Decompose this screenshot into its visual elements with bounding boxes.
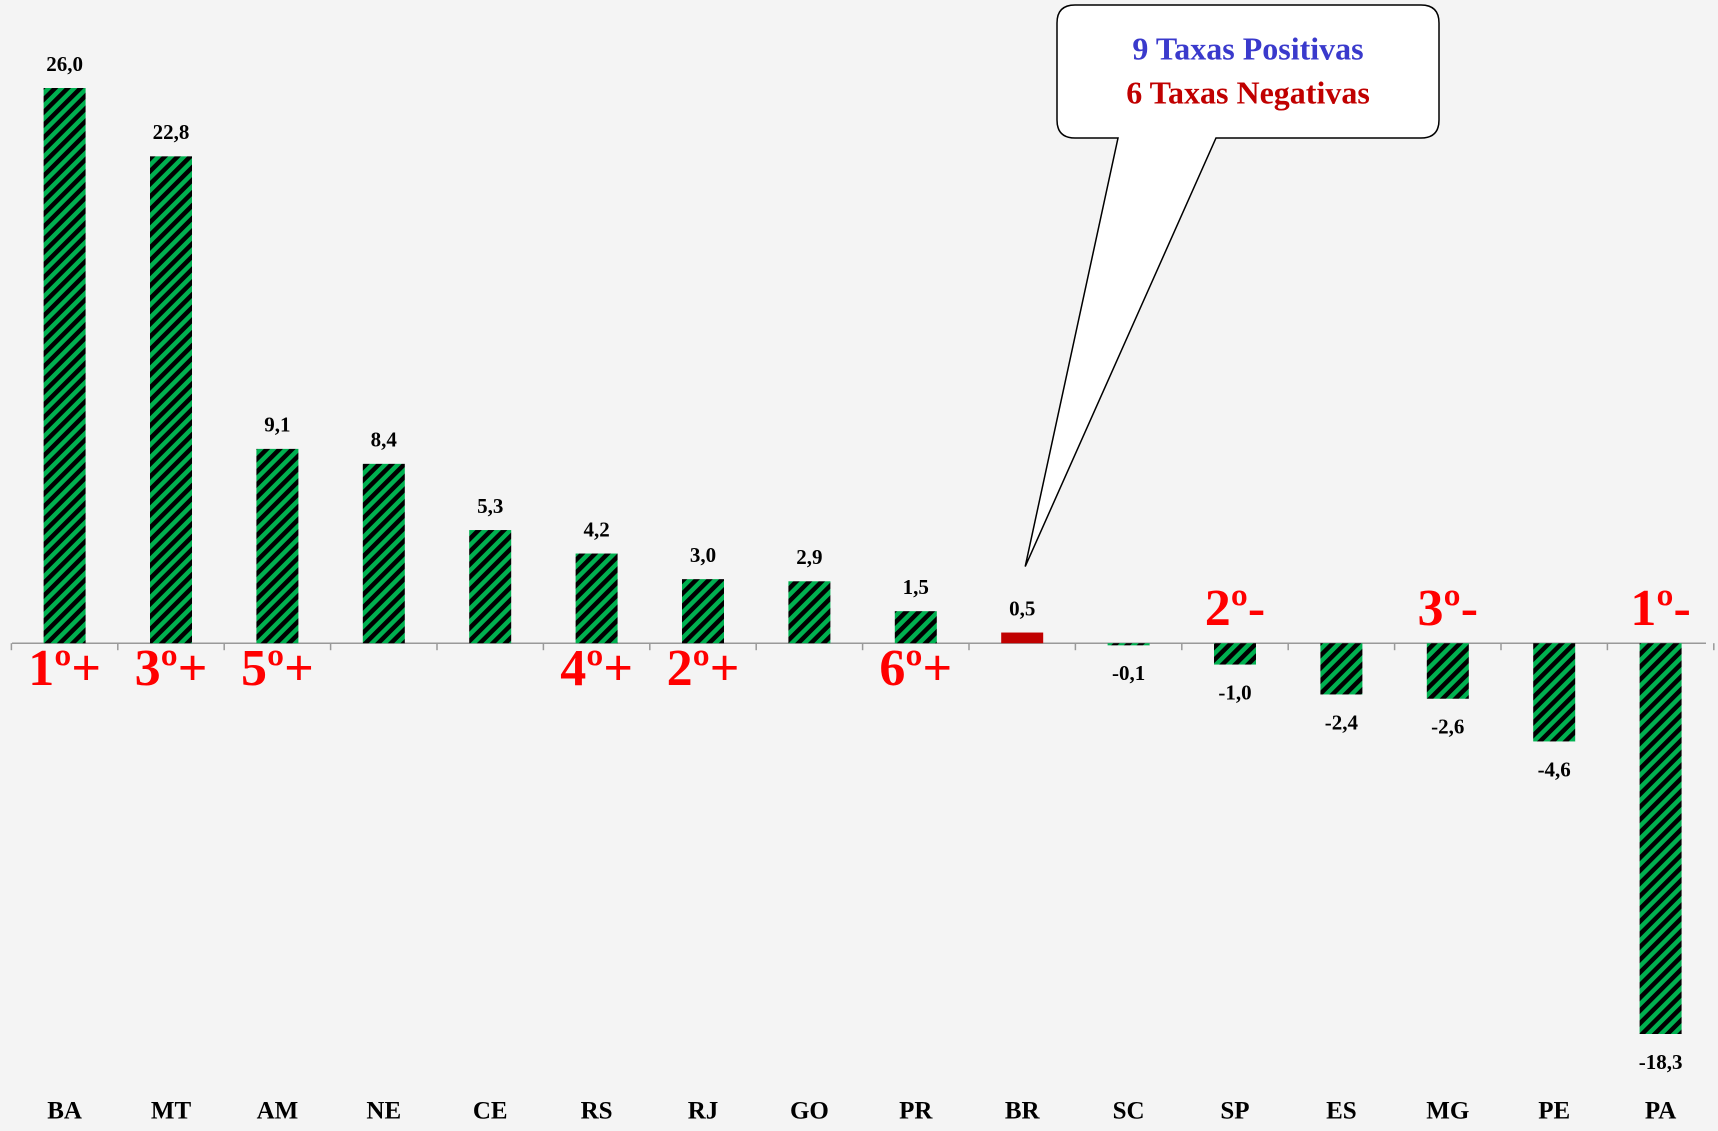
bar (1639, 643, 1682, 1034)
rank-annotation: 2º- (1205, 580, 1265, 637)
bar (1320, 643, 1363, 695)
data-label: 5,3 (477, 494, 503, 518)
rank-annotation: 3º+ (135, 640, 208, 697)
rank-annotation: 1º- (1630, 580, 1690, 637)
bar (1533, 643, 1576, 742)
data-label: -4,6 (1538, 757, 1571, 781)
bar (1426, 643, 1469, 699)
x-tick-label: SP (1220, 1098, 1249, 1125)
rank-annotation: 4º+ (560, 640, 633, 697)
data-label: 9,1 (264, 413, 290, 437)
bar (469, 530, 512, 644)
data-label: 0,5 (1009, 596, 1035, 620)
data-label: 8,4 (371, 428, 398, 452)
data-label: -1,0 (1218, 680, 1251, 704)
bar (894, 611, 937, 644)
bar (1214, 643, 1256, 665)
rank-annotation: 6º+ (879, 640, 952, 697)
rank-annotation: 1º+ (28, 640, 101, 697)
bar (362, 463, 405, 644)
x-tick-label: NE (366, 1098, 401, 1125)
x-tick-label: RJ (688, 1098, 719, 1125)
bar (43, 88, 86, 644)
rank-annotation: 2º+ (667, 640, 740, 697)
x-tick-label: PR (899, 1098, 933, 1125)
data-label: -18,3 (1639, 1050, 1683, 1074)
x-tick-label: RS (581, 1098, 613, 1125)
bar (256, 448, 299, 644)
bar (1107, 643, 1150, 646)
x-tick-label: ES (1326, 1098, 1357, 1125)
data-label: 26,0 (46, 52, 83, 76)
x-tick-label: MT (151, 1098, 192, 1125)
callout-text: 6 Taxas Negativas (1126, 74, 1370, 110)
x-tick-label: SC (1113, 1098, 1145, 1125)
bar (575, 553, 618, 644)
rank-annotation: 3º- (1418, 580, 1478, 637)
data-label: -0,1 (1112, 661, 1145, 685)
x-tick-label: MG (1426, 1098, 1469, 1125)
callout-text: 9 Taxas Positivas (1132, 30, 1363, 66)
bar (150, 156, 192, 644)
x-tick-label: PA (1645, 1098, 1676, 1125)
x-tick-label: PE (1538, 1098, 1570, 1125)
callout-box (1024, 4, 1440, 567)
data-label: 22,8 (153, 120, 190, 144)
x-tick-label: CE (473, 1098, 508, 1125)
data-label: 4,2 (583, 517, 609, 541)
data-label: 2,9 (796, 545, 822, 569)
data-label: 3,0 (690, 543, 716, 567)
bar (1001, 632, 1044, 644)
bar (788, 581, 831, 644)
data-label: -2,4 (1325, 710, 1359, 734)
data-label: -2,6 (1431, 715, 1464, 739)
x-tick-label: BA (47, 1098, 82, 1125)
x-tick-label: GO (790, 1098, 829, 1125)
x-tick-label: AM (257, 1098, 299, 1125)
data-label: 1,5 (903, 575, 929, 599)
bar (682, 579, 724, 644)
rank-annotation: 5º+ (241, 640, 314, 697)
x-tick-label: BR (1005, 1098, 1041, 1125)
